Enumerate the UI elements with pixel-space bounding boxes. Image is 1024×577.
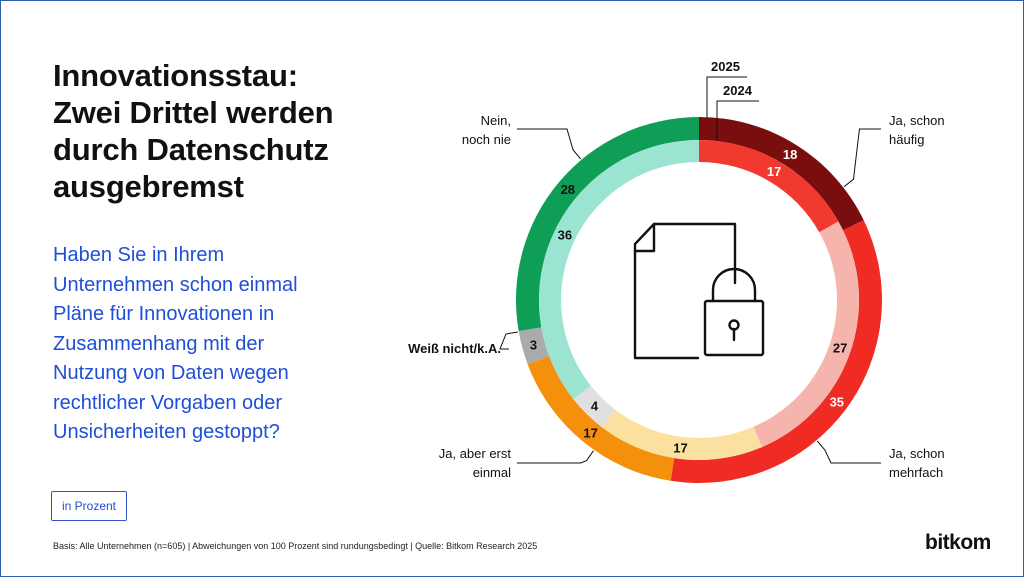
ring-year-labels: 2025 2024 (706, 59, 759, 140)
bitkom-logo: bitkom (925, 531, 991, 554)
donut-segment-2025-erst_einmal (527, 356, 675, 481)
infographic-title: Innovationsstau: Zwei Drittel werden dur… (53, 57, 383, 205)
category-label-weiss_nicht: Weiß nicht/k.A. (408, 341, 501, 356)
donut-segment-2025-weiss_nicht (518, 327, 550, 365)
category-label-mehrfach: mehrfach (889, 465, 943, 480)
donut-segment-2024-nie (538, 140, 699, 400)
outer-ring-2025 (516, 117, 882, 483)
value-labels: 18 35 17 3 28 17 27 17 4 36 (530, 147, 848, 455)
survey-question: Haben Sie in Ihrem Unternehmen schon ein… (53, 241, 373, 448)
donut-segment-2025-haeufig (699, 117, 864, 231)
title-line: Innovationsstau: (53, 58, 298, 93)
value-label-2024-mehrfach: 27 (833, 340, 847, 355)
donut-segment-2025-nie (516, 117, 699, 332)
question-line: rechtlicher Vorgaben oder (53, 391, 283, 414)
donut-segment-2025-mehrfach (670, 220, 882, 483)
leader-lines (499, 128, 881, 464)
value-label-2025-erst_einmal: 17 (583, 425, 597, 440)
title-line: Zwei Drittel werden (53, 95, 334, 130)
value-label-2025-mehrfach: 35 (830, 395, 844, 410)
question-line: Haben Sie in Ihrem (53, 244, 225, 266)
leader-line-nie (517, 128, 582, 160)
question-line: Unternehmen schon einmal (53, 273, 298, 296)
value-label-2025-nie: 28 (561, 182, 575, 197)
value-label-2024-nie: 36 (558, 228, 572, 243)
leader-line-erst_einmal (517, 450, 594, 464)
title-line: durch Datenschutz (53, 132, 329, 167)
leader-line-mehrfach (816, 440, 881, 464)
unit-label: in Prozent (51, 491, 127, 521)
ring-label-2025: 2025 (711, 59, 740, 74)
donut-segment-2024-mehrfach (753, 221, 859, 448)
document-with-padlock-icon (633, 222, 765, 360)
inner-ring-2024 (538, 140, 859, 460)
value-label-2024-haeufig: 17 (767, 164, 781, 179)
source-footnote: Basis: Alle Unternehmen (n=605) | Abweic… (53, 541, 538, 551)
donut-segment-2024-erst_einmal (601, 409, 762, 460)
category-label-mehrfach: Ja, schon (889, 446, 945, 461)
title-line: ausgebremst (53, 169, 244, 204)
category-label-nie: noch nie (462, 132, 511, 147)
category-label-haeufig: häufig (889, 132, 924, 147)
value-label-2025-weiss_nicht: 3 (530, 337, 537, 352)
question-line: Zusammenhang mit der (53, 332, 265, 355)
question-line: Unsicherheiten gestoppt? (53, 421, 280, 443)
ring-pointer-2024 (716, 100, 759, 140)
category-label-erst_einmal: einmal (473, 465, 511, 480)
ring-pointer-2025 (706, 76, 747, 118)
category-label-nie: Nein, (481, 113, 511, 128)
value-label-2024-weiss_nicht: 4 (591, 399, 599, 414)
question-line: Pläne für Innovationen in (53, 303, 275, 325)
category-labels: Ja, schon häufig Ja, schon mehrfach Ja, aber… (408, 113, 945, 480)
leader-line-weiss_nicht (499, 331, 518, 350)
donut-segment-2024-haeufig (699, 140, 839, 233)
value-label-2024-erst_einmal: 17 (673, 440, 687, 455)
category-label-haeufig: Ja, schon (889, 113, 945, 128)
leader-line-haeufig (843, 128, 881, 188)
donut-segment-2024-weiss_nicht (573, 385, 616, 428)
category-label-erst_einmal: Ja, aber erst (439, 446, 512, 461)
question-line: Nutzung von Daten wegen (53, 362, 289, 384)
ring-label-2024: 2024 (723, 83, 753, 98)
value-label-2025-haeufig: 18 (783, 147, 797, 162)
